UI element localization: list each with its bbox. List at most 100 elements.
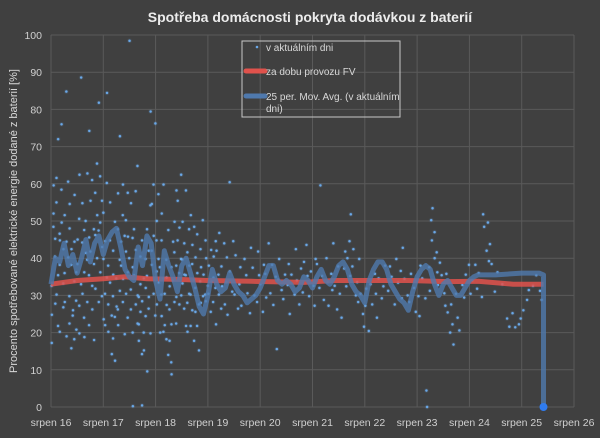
daily-point (211, 300, 215, 304)
daily-point (149, 110, 152, 113)
daily-point (228, 181, 231, 184)
daily-point (307, 295, 311, 298)
daily-point (436, 271, 439, 274)
daily-point (207, 264, 211, 267)
daily-point (197, 349, 201, 352)
daily-point (124, 219, 128, 222)
daily-point (128, 39, 131, 43)
x-tick-label: srpen 16 (31, 417, 72, 429)
daily-point (103, 323, 107, 327)
daily-point (204, 239, 207, 242)
daily-point (192, 225, 196, 229)
daily-point (100, 295, 104, 298)
daily-point (322, 298, 326, 302)
daily-point (60, 123, 63, 126)
daily-point (409, 272, 413, 276)
daily-point (488, 242, 492, 246)
daily-point (456, 316, 459, 319)
chart-title: Spotřeba domácnosti pokryta dodávkou z b… (148, 9, 474, 25)
daily-point (458, 329, 461, 332)
daily-point (380, 297, 383, 300)
daily-point (170, 373, 173, 376)
daily-point (424, 297, 427, 300)
daily-point (88, 129, 91, 133)
daily-point (79, 76, 83, 79)
daily-point (261, 310, 265, 314)
daily-point (92, 262, 96, 266)
daily-point (92, 338, 96, 342)
y-axis-ticks: 0 10 20 30 40 50 60 70 80 90 100 (24, 30, 42, 414)
daily-point (186, 251, 189, 254)
daily-point (176, 239, 179, 242)
daily-point (201, 295, 205, 298)
daily-point (82, 316, 86, 319)
daily-point (440, 274, 443, 277)
daily-point (414, 310, 417, 314)
daily-point (173, 300, 176, 304)
daily-point (277, 257, 281, 261)
daily-point (356, 300, 360, 304)
daily-point (430, 239, 434, 242)
daily-point (54, 302, 57, 305)
daily-point (118, 289, 122, 293)
daily-point (113, 220, 117, 223)
daily-point (451, 323, 454, 326)
daily-point (184, 324, 188, 328)
daily-point (174, 322, 178, 325)
daily-point (406, 294, 409, 297)
daily-point (179, 173, 183, 176)
daily-point (170, 323, 173, 326)
daily-point (183, 242, 186, 245)
daily-point (192, 339, 196, 343)
daily-point (92, 228, 96, 231)
daily-point (175, 189, 178, 192)
daily-point (199, 266, 203, 269)
daily-point (58, 239, 62, 242)
daily-point (186, 301, 189, 305)
daily-point (346, 257, 349, 260)
daily-point (287, 262, 290, 266)
daily-point (144, 286, 147, 290)
daily-point (374, 292, 378, 295)
daily-point (178, 303, 181, 306)
daily-point (338, 292, 342, 295)
daily-point (147, 249, 150, 252)
daily-point (305, 243, 308, 247)
daily-point (52, 225, 55, 229)
daily-point (121, 213, 124, 217)
daily-point (361, 312, 365, 316)
daily-point (462, 296, 466, 299)
daily-point (467, 263, 471, 267)
daily-point (344, 250, 347, 253)
daily-point (107, 330, 110, 333)
daily-point (176, 199, 179, 202)
daily-point (111, 295, 115, 298)
daily-point (255, 300, 259, 304)
daily-point (218, 231, 221, 235)
daily-point (121, 300, 125, 304)
daily-point (160, 239, 163, 242)
daily-point (87, 274, 91, 277)
daily-point (280, 288, 283, 292)
daily-point (375, 316, 379, 319)
legend-marker-daily (255, 45, 259, 49)
daily-point (137, 339, 141, 343)
daily-point (461, 283, 464, 287)
daily-point (240, 304, 243, 307)
daily-point (155, 239, 158, 242)
daily-point (290, 273, 293, 276)
daily-point (443, 292, 446, 295)
x-tick-label: srpen 23 (397, 417, 438, 429)
legend-label-moving-avg-line2: dni) (266, 104, 283, 115)
daily-point (124, 292, 128, 295)
daily-point (351, 265, 354, 268)
daily-point (129, 308, 133, 311)
daily-point (256, 250, 260, 253)
daily-point (118, 258, 121, 261)
daily-point (83, 271, 86, 274)
daily-point (94, 191, 97, 195)
daily-point (223, 242, 226, 245)
daily-point (469, 292, 472, 295)
daily-point (430, 219, 433, 222)
